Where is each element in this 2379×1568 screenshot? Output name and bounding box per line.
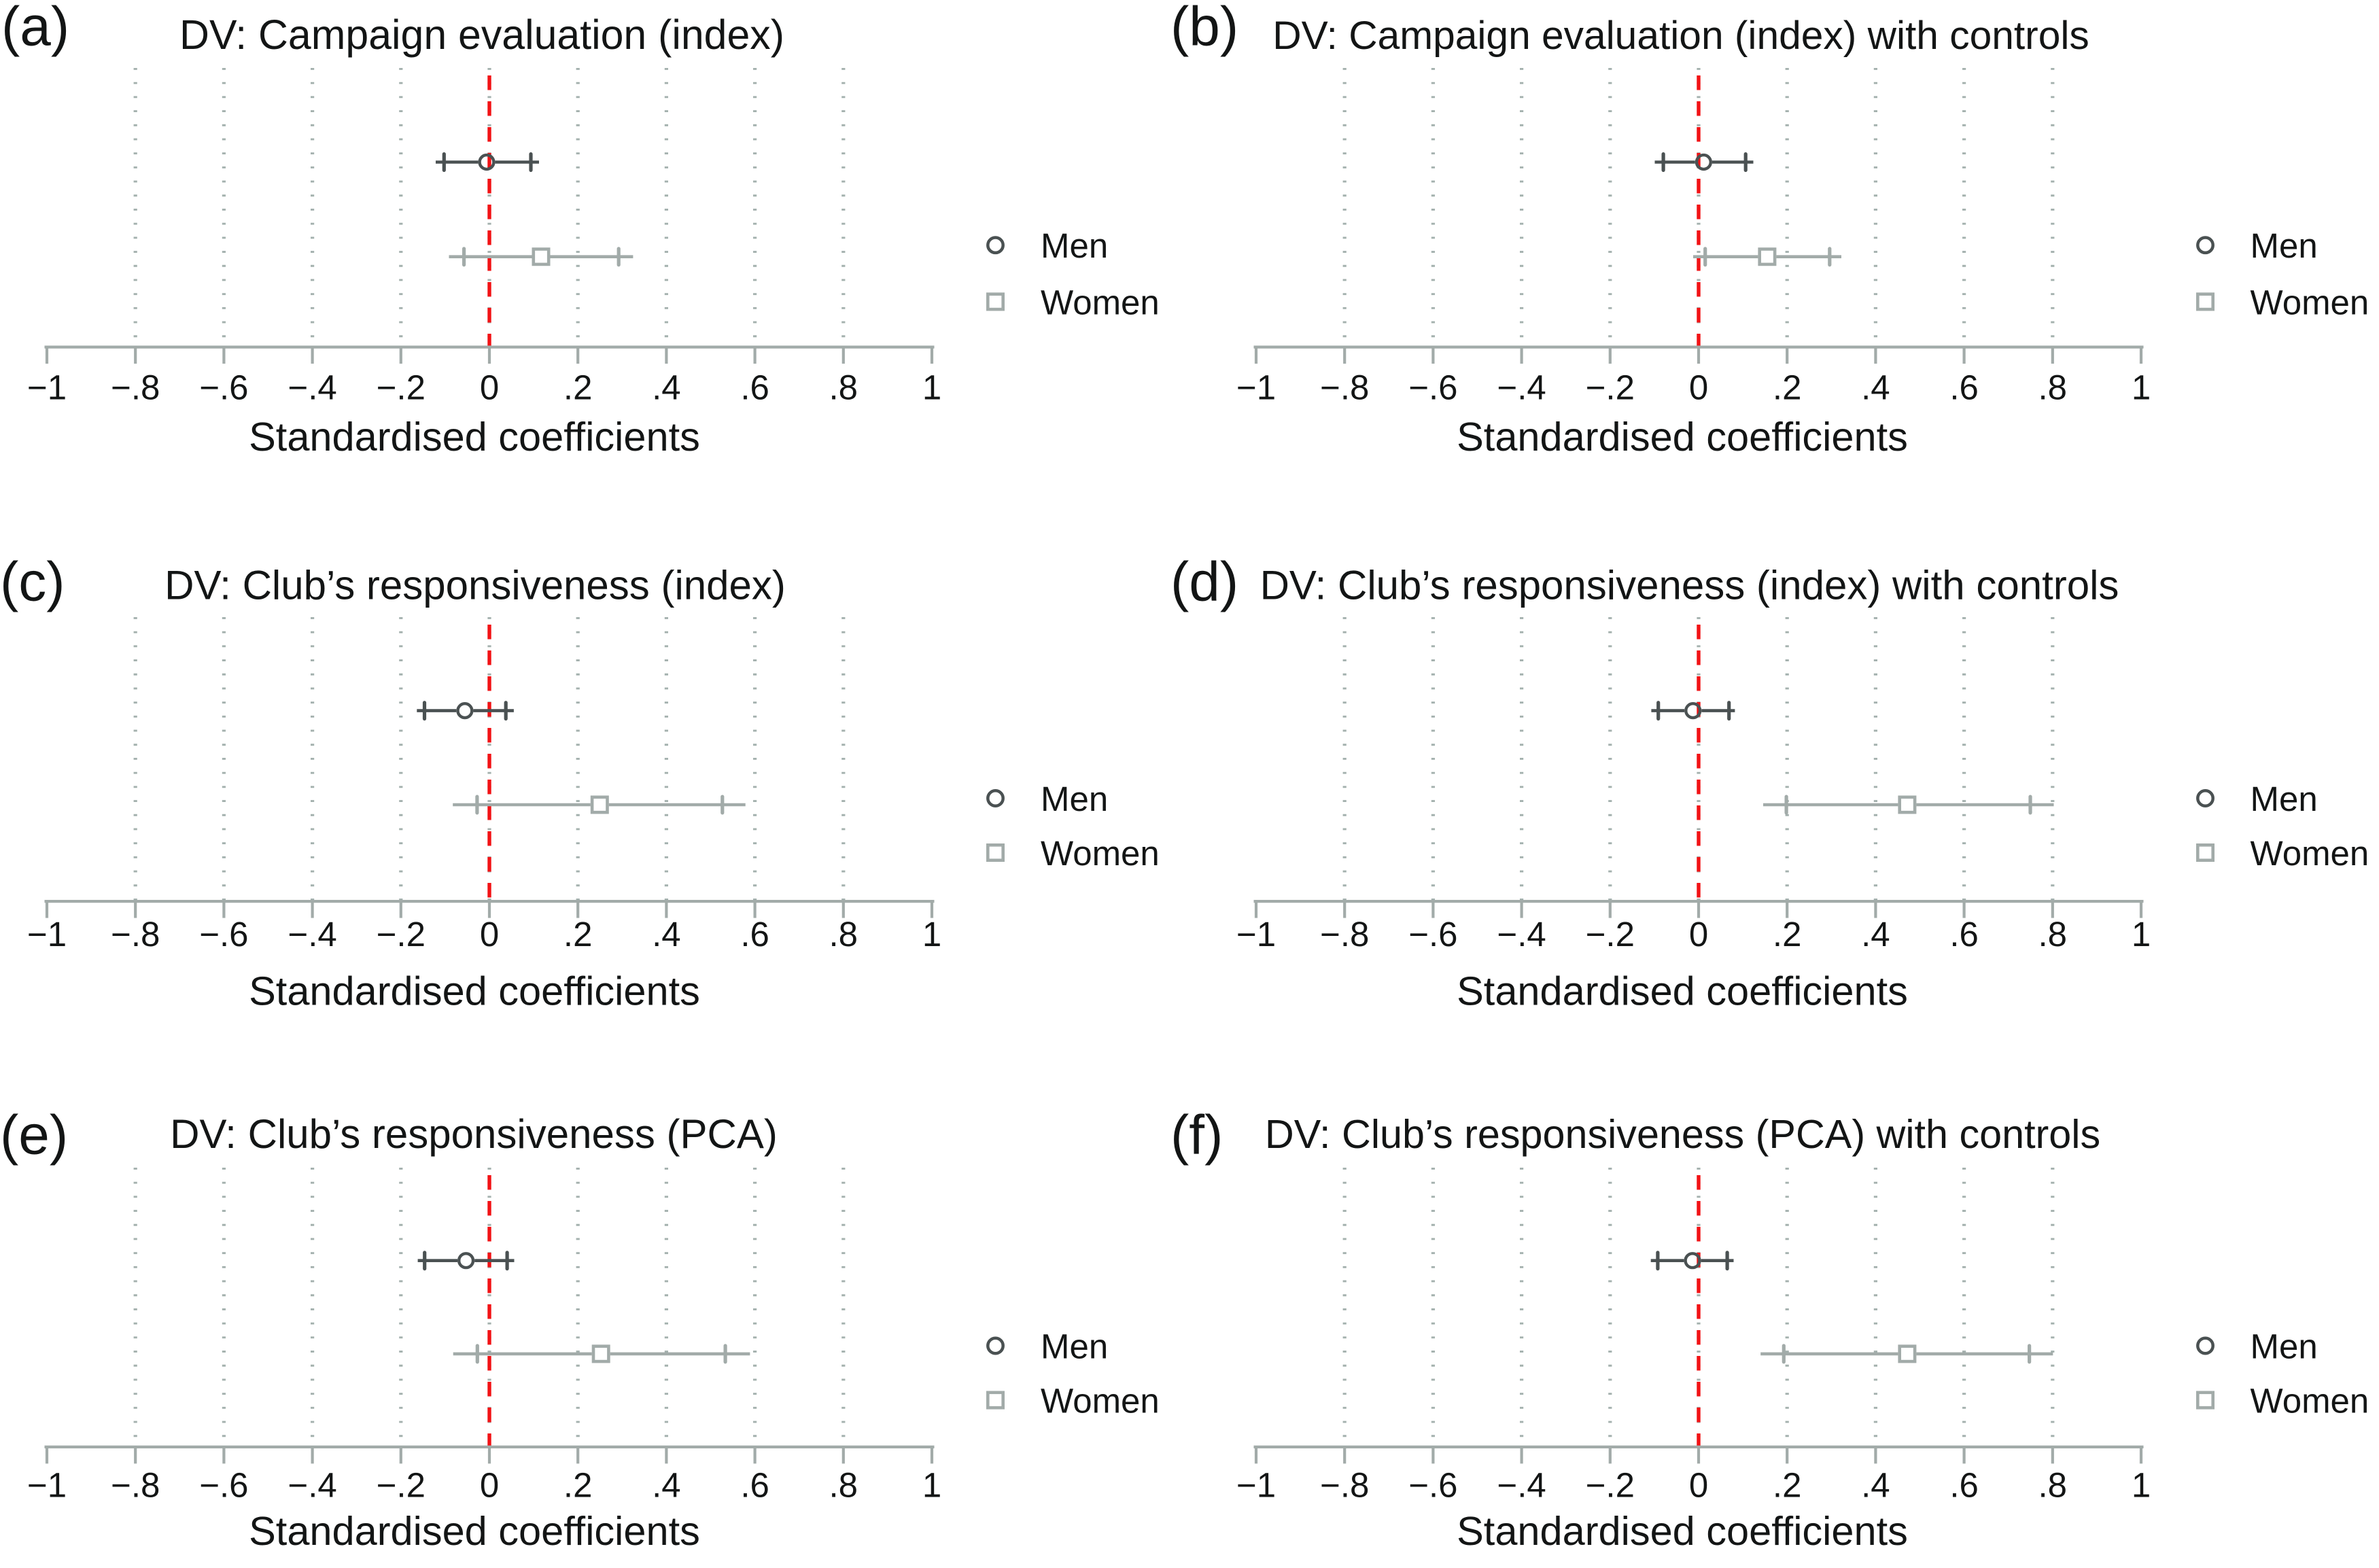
svg-text:.8: .8 bbox=[829, 368, 858, 407]
svg-text:−.4: −.4 bbox=[288, 368, 336, 407]
svg-text:Standardised coefficients: Standardised coefficients bbox=[249, 1508, 700, 1554]
svg-text:−.8: −.8 bbox=[1320, 1465, 1369, 1504]
svg-text:Women: Women bbox=[1041, 283, 1160, 321]
svg-text:DV: Campaign evaluation (index: DV: Campaign evaluation (index) with con… bbox=[1272, 14, 2089, 58]
svg-text:.8: .8 bbox=[2038, 1465, 2068, 1504]
svg-text:Women: Women bbox=[2251, 1382, 2369, 1421]
svg-text:.2: .2 bbox=[563, 368, 593, 407]
svg-text:Women: Women bbox=[1041, 834, 1160, 873]
svg-text:.6: .6 bbox=[1949, 368, 1979, 407]
svg-text:(e): (e) bbox=[0, 1104, 68, 1166]
svg-text:−.4: −.4 bbox=[288, 1465, 336, 1504]
svg-text:−.4: −.4 bbox=[288, 915, 336, 954]
svg-text:Men: Men bbox=[2251, 1327, 2318, 1366]
svg-text:DV: Club’s responsiveness (PCA: DV: Club’s responsiveness (PCA) bbox=[170, 1111, 778, 1157]
svg-text:1: 1 bbox=[2132, 368, 2151, 407]
svg-text:1: 1 bbox=[2132, 915, 2151, 954]
svg-text:.4: .4 bbox=[1861, 915, 1890, 954]
svg-text:−1: −1 bbox=[27, 368, 67, 407]
svg-text:−.8: −.8 bbox=[1320, 368, 1369, 407]
svg-text:.4: .4 bbox=[652, 368, 681, 407]
svg-text:.2: .2 bbox=[563, 1465, 593, 1504]
svg-text:Men: Men bbox=[1041, 1327, 1108, 1366]
svg-text:.8: .8 bbox=[2038, 368, 2068, 407]
svg-text:(a): (a) bbox=[1, 0, 69, 58]
svg-text:−.2: −.2 bbox=[1586, 915, 1635, 954]
svg-text:−.8: −.8 bbox=[111, 368, 160, 407]
svg-text:.6: .6 bbox=[1949, 1465, 1979, 1504]
svg-text:.2: .2 bbox=[1773, 915, 1802, 954]
svg-text:−.2: −.2 bbox=[1586, 368, 1635, 407]
svg-text:0: 0 bbox=[1689, 368, 1708, 407]
svg-text:.8: .8 bbox=[829, 915, 858, 954]
svg-text:(d): (d) bbox=[1170, 551, 1238, 613]
svg-text:0: 0 bbox=[1689, 915, 1708, 954]
svg-text:Men: Men bbox=[1041, 780, 1108, 818]
svg-text:−1: −1 bbox=[27, 915, 67, 954]
svg-text:(b): (b) bbox=[1170, 0, 1238, 58]
svg-text:0: 0 bbox=[480, 915, 499, 954]
svg-text:DV: Club’s responsiveness (ind: DV: Club’s responsiveness (index) bbox=[164, 563, 786, 608]
svg-text:.2: .2 bbox=[1773, 1465, 1802, 1504]
svg-text:−.8: −.8 bbox=[1320, 915, 1369, 954]
svg-text:−.8: −.8 bbox=[111, 915, 160, 954]
svg-text:1: 1 bbox=[922, 368, 941, 407]
svg-text:Standardised coefficients: Standardised coefficients bbox=[249, 969, 700, 1014]
svg-text:0: 0 bbox=[480, 368, 499, 407]
svg-text:0: 0 bbox=[480, 1465, 499, 1504]
svg-text:.6: .6 bbox=[740, 1465, 769, 1504]
svg-text:Women: Women bbox=[2251, 834, 2369, 873]
svg-text:−1: −1 bbox=[1236, 1465, 1276, 1504]
svg-text:Standardised coefficients: Standardised coefficients bbox=[1457, 414, 1908, 459]
svg-text:.4: .4 bbox=[652, 1465, 681, 1504]
svg-text:Men: Men bbox=[2251, 226, 2318, 265]
svg-text:DV: Club’s responsiveness (ind: DV: Club’s responsiveness (index) with c… bbox=[1260, 563, 2119, 608]
svg-text:Standardised coefficients: Standardised coefficients bbox=[1457, 1508, 1908, 1554]
svg-text:Men: Men bbox=[2251, 780, 2318, 818]
svg-text:.4: .4 bbox=[1861, 368, 1890, 407]
svg-text:−1: −1 bbox=[27, 1465, 67, 1504]
svg-text:−.2: −.2 bbox=[1586, 1465, 1635, 1504]
svg-text:.4: .4 bbox=[652, 915, 681, 954]
svg-text:Standardised coefficients: Standardised coefficients bbox=[1457, 969, 1908, 1014]
svg-text:−.6: −.6 bbox=[199, 915, 248, 954]
svg-text:Standardised coefficients: Standardised coefficients bbox=[249, 414, 700, 459]
svg-text:−.8: −.8 bbox=[111, 1465, 160, 1504]
svg-text:1: 1 bbox=[922, 915, 941, 954]
svg-text:.2: .2 bbox=[563, 915, 593, 954]
svg-text:Women: Women bbox=[1041, 1382, 1160, 1421]
svg-text:.8: .8 bbox=[829, 1465, 858, 1504]
svg-text:.2: .2 bbox=[1773, 368, 1802, 407]
svg-text:Men: Men bbox=[1041, 226, 1108, 265]
svg-text:1: 1 bbox=[922, 1465, 941, 1504]
svg-text:−1: −1 bbox=[1236, 368, 1276, 407]
svg-text:−.6: −.6 bbox=[199, 368, 248, 407]
svg-text:−1: −1 bbox=[1236, 915, 1276, 954]
svg-text:−.4: −.4 bbox=[1497, 1465, 1546, 1504]
svg-text:−.4: −.4 bbox=[1497, 915, 1546, 954]
svg-text:−.4: −.4 bbox=[1497, 368, 1546, 407]
svg-text:1: 1 bbox=[2132, 1465, 2151, 1504]
svg-text:−.2: −.2 bbox=[377, 915, 426, 954]
svg-text:0: 0 bbox=[1689, 1465, 1708, 1504]
svg-text:−.6: −.6 bbox=[1408, 915, 1457, 954]
svg-text:−.2: −.2 bbox=[377, 368, 426, 407]
svg-text:−.6: −.6 bbox=[1408, 368, 1457, 407]
svg-text:Women: Women bbox=[2251, 283, 2369, 321]
svg-text:.6: .6 bbox=[740, 368, 769, 407]
svg-text:−.6: −.6 bbox=[1408, 1465, 1457, 1504]
svg-text:−.2: −.2 bbox=[377, 1465, 426, 1504]
svg-text:DV: Campaign evaluation (index: DV: Campaign evaluation (index) bbox=[179, 12, 784, 58]
svg-text:.4: .4 bbox=[1861, 1465, 1890, 1504]
svg-text:.8: .8 bbox=[2038, 915, 2068, 954]
svg-text:DV: Club’s responsiveness (PCA: DV: Club’s responsiveness (PCA) with con… bbox=[1265, 1111, 2100, 1157]
svg-text:(f): (f) bbox=[1170, 1104, 1223, 1166]
svg-text:(c): (c) bbox=[0, 551, 65, 613]
svg-text:.6: .6 bbox=[740, 915, 769, 954]
svg-text:.6: .6 bbox=[1949, 915, 1979, 954]
svg-text:−.6: −.6 bbox=[199, 1465, 248, 1504]
